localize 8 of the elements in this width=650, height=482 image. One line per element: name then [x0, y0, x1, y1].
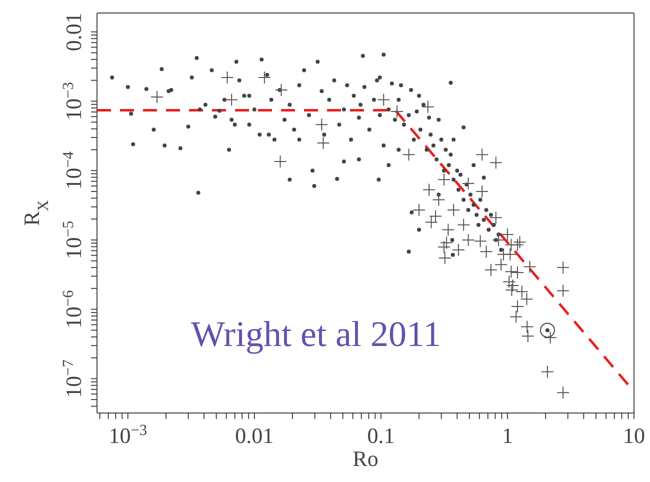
x-tick-label: 10	[623, 423, 645, 448]
y-tick-label: 0.01	[61, 12, 86, 52]
x-tick-label: 0.1	[367, 423, 395, 448]
x-axis-title: Ro	[352, 446, 378, 471]
annotation: Wright et al 2011	[191, 313, 442, 355]
x-tick-label: 1	[502, 423, 513, 448]
x-tick-label: 0.01	[235, 423, 274, 448]
x-tick-label: 10$^{−3}$	[108, 422, 148, 448]
